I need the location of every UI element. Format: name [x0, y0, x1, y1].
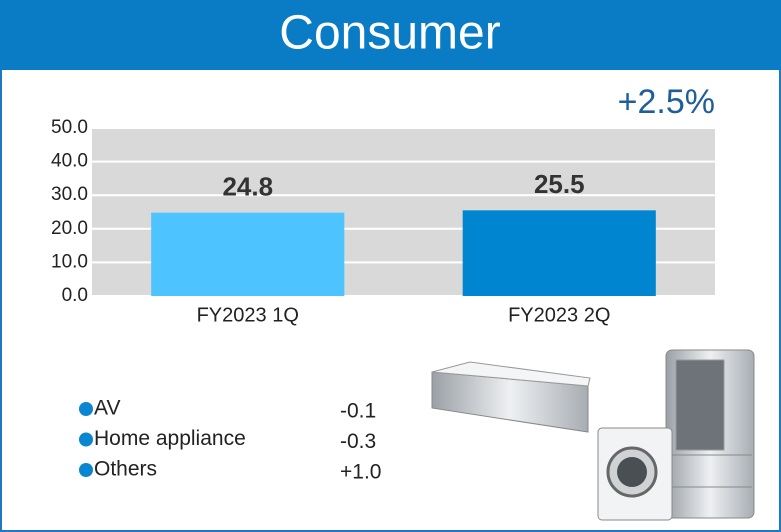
item-value: +1.0	[340, 461, 381, 484]
item-value: -0.3	[340, 430, 376, 453]
bar	[151, 212, 345, 296]
y-tick-label: 50.0	[51, 117, 88, 138]
y-tick-label: 40.0	[51, 151, 88, 172]
item-label: AV	[94, 397, 120, 420]
y-tick-label: 10.0	[51, 251, 88, 272]
appliance-illustration	[431, 349, 755, 521]
x-tick-label: FY2023 2Q	[508, 304, 610, 326]
bullet	[79, 432, 93, 447]
y-tick-label: 0.0	[62, 285, 88, 306]
breakdown-list: AV -0.1 Home appliance -0.3 Others +1.0	[79, 397, 381, 484]
item-label: Others	[94, 458, 157, 481]
y-tick-label: 30.0	[51, 184, 88, 205]
item-value: -0.1	[340, 400, 376, 423]
data-label: 24.8	[222, 172, 273, 202]
annotation: +2.5%	[618, 83, 715, 121]
bullet	[79, 463, 93, 477]
item-label: Home appliance	[94, 427, 246, 450]
data-label: 25.5	[534, 169, 585, 199]
title: Consumer	[279, 7, 500, 60]
bullet	[79, 402, 93, 416]
bar	[462, 210, 656, 296]
x-tick-label: FY2023 1Q	[197, 304, 299, 326]
y-tick-label: 20.0	[51, 218, 88, 239]
header	[0, 0, 781, 70]
plot: 0.0 10.0 20.0 30.0 40.0 50.0 FY2023 1Q 24.8 FY20…	[51, 117, 715, 326]
